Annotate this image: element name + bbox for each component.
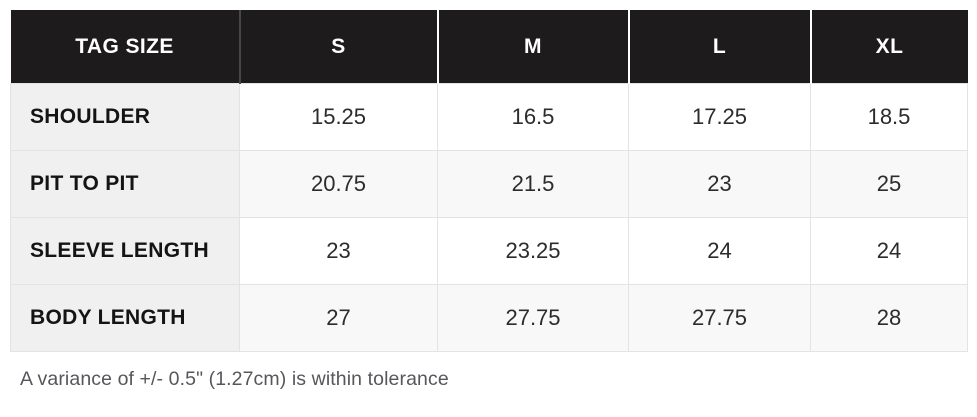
shoulder-l-value: 17.25 bbox=[628, 83, 811, 151]
header-row: TAG SIZE S M L XL bbox=[10, 10, 968, 84]
body-length-m-value: 27.75 bbox=[437, 284, 629, 352]
column-header-size-m: M bbox=[436, 10, 629, 84]
sleeve-length-xl-value: 24 bbox=[810, 217, 968, 285]
table-row-body-length: BODY LENGTH 27 27.75 27.75 28 bbox=[10, 284, 968, 352]
row-label-shoulder: SHOULDER bbox=[10, 83, 240, 151]
column-header-size-xl: XL bbox=[809, 10, 968, 84]
sleeve-length-m-value: 23.25 bbox=[437, 217, 629, 285]
size-chart-table: TAG SIZE S M L XL SHOULDER 15.25 16.5 17… bbox=[10, 10, 968, 352]
shoulder-s-value: 15.25 bbox=[239, 83, 438, 151]
body-length-s-value: 27 bbox=[239, 284, 438, 352]
table-row-sleeve-length: SLEEVE LENGTH 23 23.25 24 24 bbox=[10, 217, 968, 285]
size-chart-page: TAG SIZE S M L XL SHOULDER 15.25 16.5 17… bbox=[10, 10, 968, 390]
body-length-xl-value: 28 bbox=[810, 284, 968, 352]
table-row-shoulder: SHOULDER 15.25 16.5 17.25 18.5 bbox=[10, 83, 968, 151]
column-header-size-s: S bbox=[238, 10, 438, 84]
pit-to-pit-m-value: 21.5 bbox=[437, 150, 629, 218]
pit-to-pit-l-value: 23 bbox=[628, 150, 811, 218]
sleeve-length-s-value: 23 bbox=[239, 217, 438, 285]
sleeve-length-l-value: 24 bbox=[628, 217, 811, 285]
column-header-size-l: L bbox=[627, 10, 811, 84]
row-label-pit-to-pit: PIT TO PIT bbox=[10, 150, 240, 218]
pit-to-pit-s-value: 20.75 bbox=[239, 150, 438, 218]
row-label-sleeve-length: SLEEVE LENGTH bbox=[10, 217, 240, 285]
row-label-body-length: BODY LENGTH bbox=[10, 284, 240, 352]
shoulder-xl-value: 18.5 bbox=[810, 83, 968, 151]
column-header-tag-size: TAG SIZE bbox=[10, 10, 240, 84]
pit-to-pit-xl-value: 25 bbox=[810, 150, 968, 218]
shoulder-m-value: 16.5 bbox=[437, 83, 629, 151]
tolerance-note: A variance of +/- 0.5" (1.27cm) is withi… bbox=[20, 368, 449, 390]
table-row-pit-to-pit: PIT TO PIT 20.75 21.5 23 25 bbox=[10, 150, 968, 218]
body-length-l-value: 27.75 bbox=[628, 284, 811, 352]
